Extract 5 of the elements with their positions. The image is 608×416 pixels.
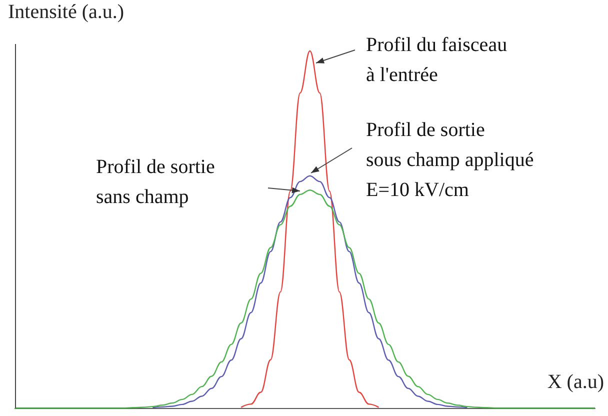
x-axis-title: X (a.u) — [547, 371, 604, 393]
annotation: Profil du faisceau à l'entrée — [366, 34, 508, 86]
annotation: Profil de sortie sous champ appliqué E=10 kV/cm — [366, 119, 534, 201]
annotation: Profil de sortie sans champ — [96, 156, 215, 208]
y-axis-title: Intensité (a.u.) — [8, 1, 124, 23]
